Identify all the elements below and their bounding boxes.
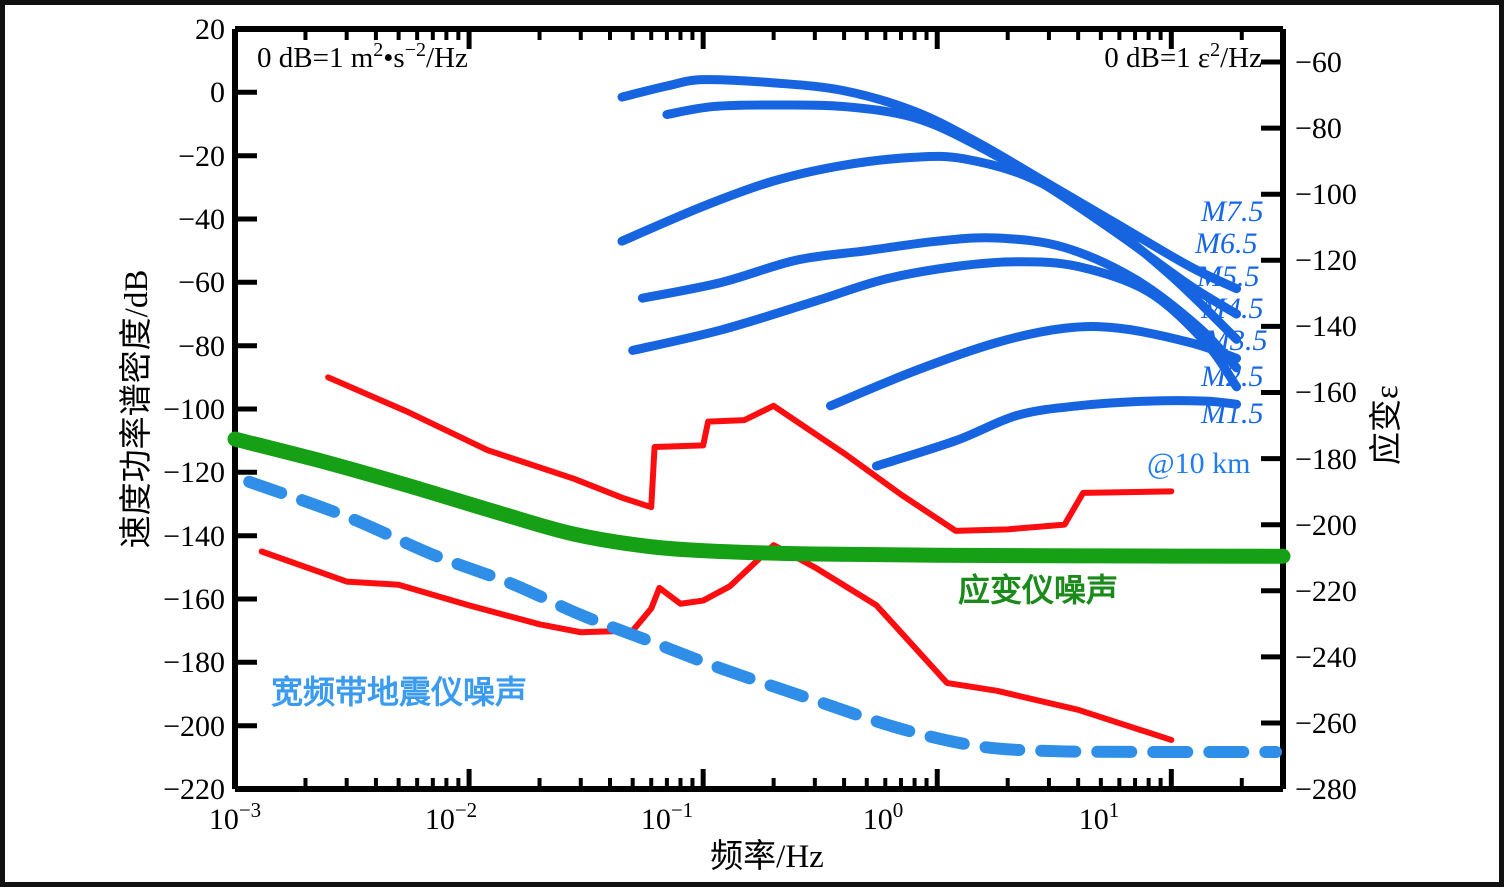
ytick-right-0: −60 [1295,46,1342,79]
ytick-right-9: −240 [1295,641,1357,674]
note-right-units: 0 dB=1 ε2/Hz [1104,39,1262,74]
series-label-m45: M4.5 [1200,292,1264,325]
ytick-left-11: −200 [163,710,225,743]
series-label-m65: M6.5 [1194,227,1258,260]
curve-m1-5 [871,396,1242,471]
data-curves-group [227,75,1291,759]
ytick-left-5: −80 [178,330,225,363]
ytick-left-0: 20 [195,13,225,46]
curve-m3-5 [628,257,1242,392]
series-label-m25: M2.5 [1200,360,1264,393]
xtick-0: 10−3 [209,798,261,836]
xtick-3: 100 [863,798,904,836]
ytick-right-6: −180 [1295,443,1357,476]
curve-nlnm [258,542,1175,743]
xtick-1: 10−2 [425,798,477,836]
ytick-right-2: −100 [1295,178,1357,211]
ytick-right-3: −120 [1295,244,1357,277]
ytick-left-10: −180 [163,646,225,679]
annotation-broadband-seismometer-noise: 宽频带地震仪噪声 [271,673,527,711]
series-label-m35: M3.5 [1204,324,1268,357]
noise-model-chart: 20 0 −20 −40 −60 −80 −100 −120 −140 −160… [118,13,1405,875]
curve-m2-5 [826,321,1242,411]
ytick-right-8: −220 [1295,575,1357,608]
xtick-2: 10−1 [641,798,693,836]
ytick-right-1: −80 [1295,112,1342,145]
ytick-left-1: 0 [210,76,225,109]
ytick-right-5: −160 [1295,376,1357,409]
left-axis-tick-labels: 20 0 −20 −40 −60 −80 −100 −120 −140 −160… [163,13,225,806]
curve-nhnm [325,374,1175,534]
ytick-right-11: −280 [1295,773,1357,806]
ytick-left-2: −20 [178,140,225,173]
right-axis-ticks [1261,59,1283,792]
ytick-right-10: −260 [1295,707,1357,740]
plot-area-background [235,29,1283,789]
ytick-left-9: −160 [163,583,225,616]
ytick-left-7: −120 [163,456,225,489]
distance-label: @10 km [1147,447,1250,480]
ytick-left-6: −100 [163,393,225,426]
ytick-right-4: −140 [1295,310,1357,343]
ytick-left-8: −140 [163,520,225,553]
curve-broadband-seismometer-noise [243,475,1282,759]
xtick-4: 101 [1079,798,1120,836]
ytick-left-4: −60 [178,266,225,299]
series-label-m15: M1.5 [1200,397,1264,430]
y-axis-title-right: 应变ε [1368,385,1405,465]
x-axis-ticks [232,29,1285,789]
ytick-right-7: −200 [1295,509,1357,542]
curve-m7-5 [617,75,1242,294]
series-label-m75: M7.5 [1200,195,1264,228]
ytick-left-3: −40 [178,203,225,236]
right-axis-tick-labels: −60 −80 −100 −120 −140 −160 −180 −200 −2… [1295,46,1357,806]
x-axis-title: 频率/Hz [710,838,824,875]
y-axis-title-left: 速度功率谱密度/dB [118,270,155,549]
curve-m5-5 [617,151,1242,344]
series-label-m55: M5.5 [1196,260,1260,293]
x-axis-tick-labels: 10−3 10−2 10−1 100 101 [209,798,1119,836]
curve-strainmeter-noise [227,431,1291,564]
note-left-units: 0 dB=1 m2•s−2/Hz [257,39,468,74]
ytick-left-12: −220 [163,773,225,806]
annotation-strainmeter-noise: 应变仪噪声 [958,571,1118,609]
left-axis-ticks [235,26,257,792]
